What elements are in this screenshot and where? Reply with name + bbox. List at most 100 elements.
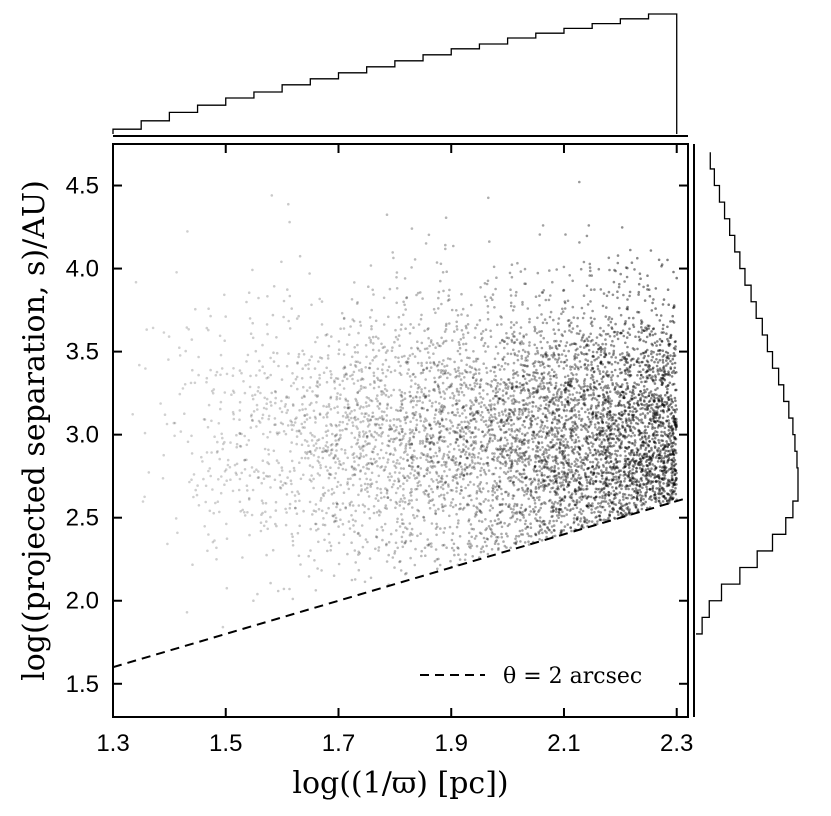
scatter-point	[613, 268, 616, 272]
scatter-point	[162, 331, 166, 334]
scatter-point	[197, 373, 200, 377]
scatter-point	[393, 429, 396, 433]
scatter-point	[557, 419, 561, 423]
scatter-point	[259, 529, 263, 533]
scatter-point	[452, 397, 455, 400]
scatter-point	[424, 440, 428, 443]
scatter-point	[516, 374, 520, 377]
scatter-point	[590, 363, 593, 366]
scatter-point	[339, 327, 342, 331]
scatter-point	[636, 490, 639, 494]
scatter-point	[266, 295, 269, 298]
scatter-point	[638, 339, 641, 342]
scatter-point	[339, 508, 342, 512]
scatter-point	[588, 435, 592, 439]
scatter-point	[243, 511, 246, 514]
scatter-point	[623, 409, 627, 412]
scatter-point	[566, 299, 570, 303]
scatter-point	[658, 492, 661, 496]
scatter-point	[315, 529, 318, 532]
scatter-point	[670, 445, 673, 449]
scatter-point	[614, 492, 618, 495]
scatter-point	[610, 437, 613, 441]
scatter-point	[378, 457, 381, 460]
scatter-point	[654, 441, 657, 445]
scatter-point	[439, 262, 443, 266]
scatter-point	[404, 432, 407, 436]
scatter-point	[548, 475, 551, 478]
scatter-point	[316, 472, 320, 475]
scatter-point	[256, 389, 260, 393]
scatter-point	[437, 368, 440, 372]
scatter-point	[645, 455, 649, 459]
scatter-point	[519, 447, 522, 450]
scatter-point	[666, 415, 670, 418]
scatter-point	[543, 318, 547, 321]
scatter-point	[451, 404, 455, 407]
scatter-point	[630, 459, 633, 463]
scatter-point	[523, 463, 526, 467]
scatter-point	[528, 373, 531, 377]
scatter-point	[396, 517, 399, 521]
scatter-point	[485, 446, 489, 450]
scatter-point	[455, 374, 459, 378]
scatter-point	[368, 316, 372, 319]
scatter-point	[450, 421, 453, 424]
scatter-point	[525, 489, 528, 492]
scatter-point	[598, 438, 601, 441]
scatter-point	[581, 425, 585, 428]
scatter-point	[305, 389, 309, 392]
scatter-point	[508, 408, 512, 412]
scatter-point	[560, 312, 563, 316]
scatter-point	[370, 434, 374, 438]
scatter-point	[618, 306, 621, 310]
scatter-point	[380, 415, 384, 418]
scatter-point	[369, 338, 373, 342]
scatter-point	[273, 417, 277, 420]
scatter-point	[368, 429, 372, 433]
scatter-point	[307, 554, 311, 558]
scatter-point	[517, 350, 521, 353]
scatter-point	[499, 445, 502, 448]
scatter-point	[565, 364, 568, 367]
scatter-point	[353, 436, 357, 440]
scatter-point	[301, 349, 304, 353]
scatter-point	[453, 431, 457, 435]
scatter-point	[485, 282, 489, 286]
scatter-point	[562, 361, 566, 364]
scatter-point	[522, 420, 526, 423]
scatter-point	[625, 446, 628, 450]
scatter-point	[562, 473, 565, 476]
scatter-point	[558, 387, 561, 391]
scatter-point	[337, 423, 341, 427]
scatter-point	[493, 357, 497, 361]
scatter-point	[220, 432, 223, 436]
scatter-point	[491, 293, 495, 296]
scatter-point	[494, 496, 498, 499]
scatter-point	[330, 335, 333, 338]
scatter-point	[583, 403, 587, 407]
scatter-point	[614, 441, 618, 444]
scatter-point	[420, 406, 424, 410]
scatter-point	[611, 437, 614, 440]
scatter-point	[461, 427, 464, 431]
scatter-point	[627, 487, 630, 491]
scatter-point	[654, 378, 657, 382]
scatter-point	[265, 407, 268, 411]
scatter-point	[644, 468, 648, 471]
scatter-point	[554, 507, 558, 510]
scatter-point	[547, 386, 550, 390]
scatter-point	[492, 455, 496, 459]
scatter-point	[535, 422, 539, 426]
scatter-point	[329, 452, 333, 455]
scatter-point	[437, 307, 440, 310]
scatter-point	[499, 521, 502, 525]
scatter-point	[572, 387, 576, 390]
scatter-point	[458, 507, 461, 511]
scatter-point	[613, 335, 616, 338]
scatter-point	[573, 398, 576, 402]
scatter-point	[266, 436, 269, 439]
scatter-point	[358, 320, 362, 324]
scatter-point	[622, 466, 625, 470]
scatter-point	[469, 413, 472, 416]
